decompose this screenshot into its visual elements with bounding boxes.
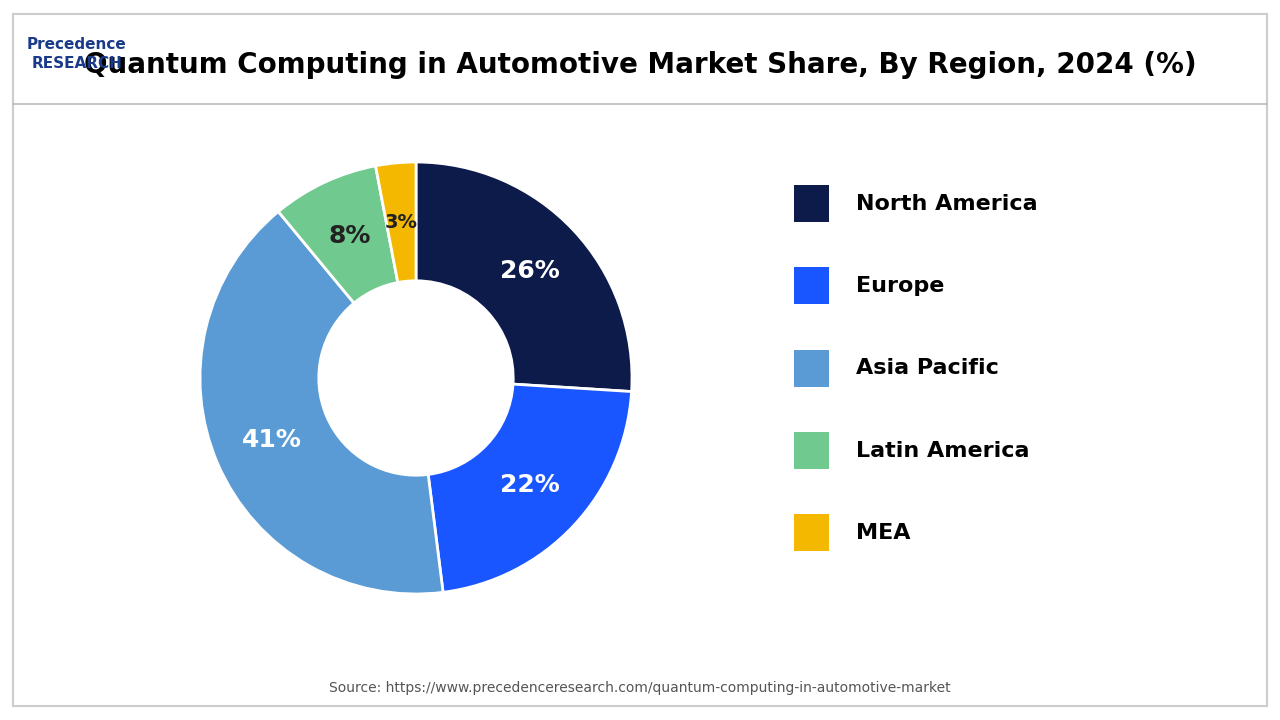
Text: 26%: 26% — [500, 258, 561, 283]
Text: Europe: Europe — [856, 276, 945, 296]
FancyBboxPatch shape — [794, 185, 829, 222]
Text: Asia Pacific: Asia Pacific — [856, 359, 1000, 378]
Wedge shape — [375, 162, 416, 282]
Text: Precedence
RESEARCH: Precedence RESEARCH — [27, 37, 127, 71]
FancyBboxPatch shape — [794, 267, 829, 305]
Text: Source: https://www.precedenceresearch.com/quantum-computing-in-automotive-marke: Source: https://www.precedenceresearch.c… — [329, 680, 951, 695]
Text: North America: North America — [856, 194, 1038, 214]
Wedge shape — [429, 384, 631, 593]
FancyBboxPatch shape — [13, 14, 1267, 706]
Text: 3%: 3% — [385, 212, 417, 232]
FancyBboxPatch shape — [794, 432, 829, 469]
Wedge shape — [200, 212, 443, 594]
FancyBboxPatch shape — [794, 350, 829, 387]
Wedge shape — [278, 166, 398, 303]
Text: Quantum Computing in Automotive Market Share, By Region, 2024 (%): Quantum Computing in Automotive Market S… — [83, 51, 1197, 78]
Text: 8%: 8% — [328, 225, 370, 248]
Wedge shape — [416, 162, 632, 392]
Text: Latin America: Latin America — [856, 441, 1030, 461]
Text: 41%: 41% — [242, 428, 302, 452]
Text: MEA: MEA — [856, 523, 911, 543]
FancyBboxPatch shape — [794, 514, 829, 552]
Text: 22%: 22% — [500, 473, 561, 498]
